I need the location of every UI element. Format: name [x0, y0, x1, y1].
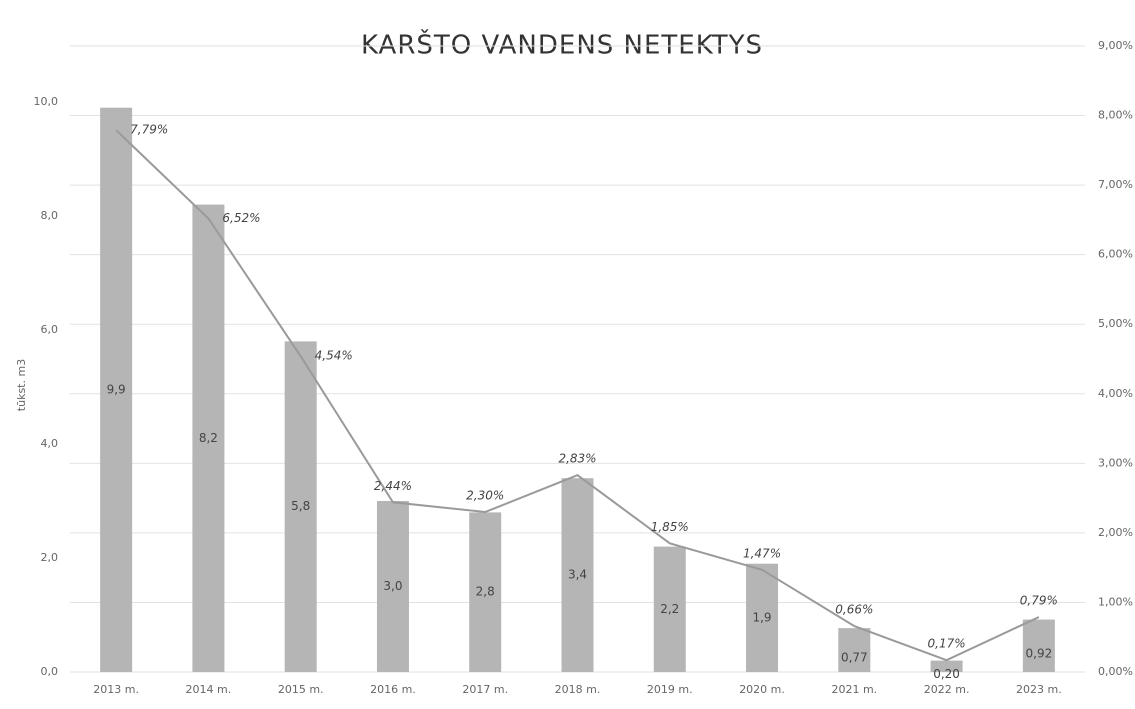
bar-value-label: 1,9	[752, 610, 771, 624]
y2-tick-label: 6,00%	[1098, 248, 1133, 261]
line-value-label: 4,54%	[315, 349, 353, 363]
x-tick-label: 2014 m.	[186, 683, 232, 696]
x-tick-label: 2017 m.	[462, 683, 508, 696]
bar	[561, 478, 594, 672]
y-tick-label: 2,0	[41, 551, 59, 564]
bar	[930, 660, 963, 672]
x-tick-label: 2016 m.	[370, 683, 416, 696]
bar	[838, 628, 871, 672]
bar	[192, 204, 225, 672]
x-tick-label: 2019 m.	[647, 683, 693, 696]
y-tick-label: 0,0	[41, 665, 59, 678]
x-tick-label: 2021 m.	[831, 683, 877, 696]
bar	[469, 512, 502, 672]
y2-tick-label: 2,00%	[1098, 526, 1133, 539]
line-value-label: 0,79%	[1020, 594, 1058, 608]
line	[115, 129, 1040, 662]
bar-value-label: 2,8	[476, 585, 495, 599]
line-value-label: 2,44%	[374, 479, 412, 493]
line-value-label: 2,30%	[466, 489, 504, 503]
bar-value-label: 0,92	[1026, 646, 1053, 660]
x-tick-label: 2020 m.	[739, 683, 785, 696]
y2-tick-label: 0,00%	[1098, 665, 1133, 678]
chart-title: KARŠTO VANDENS NETEKTYS	[361, 29, 763, 61]
y2-tick-label: 1,00%	[1098, 595, 1133, 608]
x-tick-label: 2022 m.	[924, 683, 970, 696]
bar-value-label: 9,9	[107, 382, 126, 396]
x-tick-label: 2015 m.	[278, 683, 324, 696]
y2-tick-label: 8,00%	[1098, 109, 1133, 122]
bar	[1022, 619, 1055, 672]
y-tick-label: 8,0	[41, 209, 59, 222]
bar-value-label: 0,20	[933, 667, 960, 681]
bar-value-label: 3,4	[568, 568, 587, 582]
y2-tick-label: 3,00%	[1098, 456, 1133, 469]
y-tick-label: 10,0	[34, 95, 59, 108]
bar	[376, 501, 409, 672]
x-tick-label: 2018 m.	[555, 683, 601, 696]
bar-value-label: 5,8	[291, 499, 310, 513]
x-tick-label: 2013 m.	[93, 683, 139, 696]
y2-tick-label: 7,00%	[1098, 178, 1133, 191]
bar-value-label: 2,2	[660, 602, 679, 616]
line-value-label: 1,85%	[651, 520, 689, 534]
y-axis-label: tūkst. m3	[15, 359, 28, 411]
bar	[284, 341, 317, 672]
bar	[100, 107, 133, 672]
y-tick-label: 6,0	[41, 323, 59, 336]
line-value-label: 6,52%	[222, 211, 260, 225]
y2-tick-label: 5,00%	[1098, 317, 1133, 330]
bar-value-label: 0,77	[841, 651, 868, 665]
line-value-label: 2,83%	[558, 452, 596, 466]
bar	[746, 563, 779, 672]
line-value-label: 0,17%	[928, 637, 966, 651]
x-tick-label: 2023 m.	[1016, 683, 1062, 696]
y2-tick-label: 9,00%	[1098, 39, 1133, 52]
bar-value-label: 3,0	[383, 579, 402, 593]
bar	[653, 546, 686, 672]
y-tick-label: 4,0	[41, 437, 59, 450]
line-value-label: 0,66%	[835, 603, 873, 617]
line-value-label: 1,47%	[743, 546, 781, 560]
y2-tick-label: 4,00%	[1098, 387, 1133, 400]
bar-value-label: 8,2	[199, 431, 218, 445]
line-value-label: 7,79%	[130, 123, 168, 137]
